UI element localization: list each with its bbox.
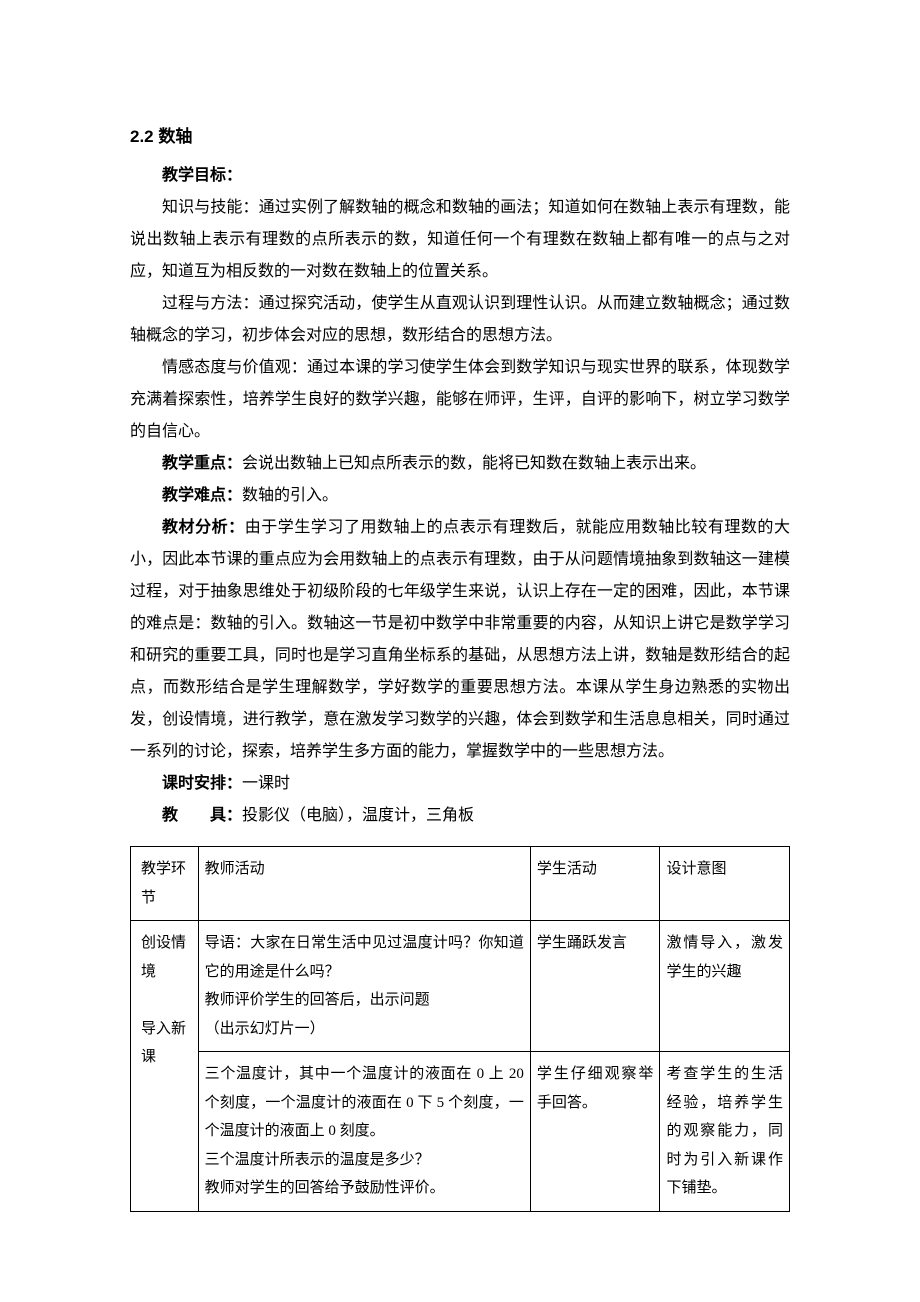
difficulty-label: 教学难点： [162, 487, 242, 504]
difficulty-text: 数轴的引入。 [242, 487, 338, 504]
schedule-label: 课时安排： [162, 775, 242, 792]
section-heading: 2.2 数轴 [130, 120, 790, 154]
header-col1: 教学环节 [131, 847, 199, 921]
tools-text: 投影仪（电脑），温度计，三角板 [242, 807, 474, 824]
analysis-label: 教材分析： [162, 519, 245, 536]
row-teacher-a: 导语：大家在日常生活中见过温度计吗？你知道它的用途是什么吗？ 教师评价学生的回答… [198, 921, 530, 1052]
row-student-b: 学生仔细观察举手回答。 [530, 1052, 660, 1212]
goals-label-text: 教学目标： [162, 167, 242, 184]
focus-line: 教学重点：会说出数轴上已知点所表示的数，能将已知数在数轴上表示出来。 [130, 448, 790, 480]
row-intent-b: 考查学生的生活经验，培养学生的观察能力，同时为引入新课作下铺垫。 [660, 1052, 790, 1212]
header-col4: 设计意图 [660, 847, 790, 921]
row-intent-a: 激情导入，激发学生的兴趣 [660, 921, 790, 1052]
para-process: 过程与方法：通过探究活动，使学生从直观认识到理性认识。从而建立数轴概念；通过数轴… [130, 288, 790, 352]
header-col2: 教师活动 [198, 847, 530, 921]
row-student-a: 学生踊跃发言 [530, 921, 660, 1052]
header-col3: 学生活动 [530, 847, 660, 921]
focus-text: 会说出数轴上已知点所表示的数，能将已知数在数轴上表示出来。 [242, 455, 706, 472]
tools-line: 教 具：投影仪（电脑），温度计，三角板 [130, 800, 790, 832]
para-knowledge: 知识与技能：通过实例了解数轴的概念和数轴的画法；知道如何在数轴上表示有理数，能说… [130, 192, 790, 288]
schedule-text: 一课时 [242, 775, 290, 792]
schedule-line: 课时安排：一课时 [130, 768, 790, 800]
table-row: 三个温度计，其中一个温度计的液面在 0 上 20 个刻度，一个温度计的液面在 0… [131, 1052, 790, 1212]
goals-label: 教学目标： [130, 160, 790, 192]
table-row: 创设情境 导入新课 导语：大家在日常生活中见过温度计吗？你知道它的用途是什么吗？… [131, 921, 790, 1052]
analysis-text: 由于学生学习了用数轴上的点表示有理数后，就能应用数轴比较有理数的大小，因此本节课… [130, 519, 790, 760]
tools-label-b: 具： [210, 807, 242, 824]
difficulty-line: 教学难点：数轴的引入。 [130, 480, 790, 512]
para-emotion: 情感态度与价值观：通过本课的学习使学生体会到数学知识与现实世界的联系，体现数学充… [130, 352, 790, 448]
analysis-para: 教材分析：由于学生学习了用数轴上的点表示有理数后，就能应用数轴比较有理数的大小，… [130, 512, 790, 768]
lesson-plan-table: 教学环节 教师活动 学生活动 设计意图 创设情境 导入新课 导语：大家在日常生活… [130, 846, 790, 1212]
tools-label-a: 教 [162, 807, 178, 824]
focus-label: 教学重点： [162, 455, 242, 472]
row-teacher-b: 三个温度计，其中一个温度计的液面在 0 上 20 个刻度，一个温度计的液面在 0… [198, 1052, 530, 1212]
table-header-row: 教学环节 教师活动 学生活动 设计意图 [131, 847, 790, 921]
row-stage: 创设情境 导入新课 [131, 921, 199, 1212]
